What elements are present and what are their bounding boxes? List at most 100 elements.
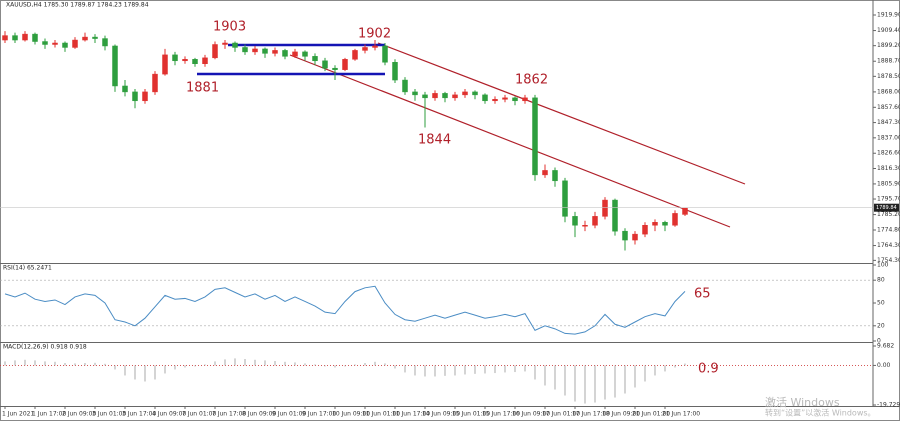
macd-bar	[474, 365, 476, 374]
candle-body	[152, 73, 158, 93]
candle-body	[52, 42, 58, 45]
macd-bar	[494, 365, 496, 374]
y-tick-label: 1878.50	[877, 73, 900, 80]
y-tick-label: 1837.00	[877, 134, 900, 141]
macd-bar	[524, 365, 526, 372]
macd-bar	[414, 365, 416, 376]
macd-bar	[664, 365, 666, 372]
candle-body	[562, 180, 568, 217]
watermark: 激活 Windows	[765, 395, 840, 409]
candle-body	[82, 36, 88, 41]
macd-bar	[444, 365, 446, 376]
macd-bar	[244, 359, 246, 366]
candle-body	[352, 50, 358, 60]
macd-bar	[634, 365, 636, 388]
candle-body	[552, 170, 558, 182]
x-tick-label: 7 Jun 17:00	[212, 411, 246, 418]
candle-body	[292, 51, 298, 57]
candle-body	[362, 47, 368, 51]
candle-body	[612, 199, 618, 232]
macd-bar	[354, 364, 356, 366]
y-tick-label: 1754.30	[877, 257, 900, 264]
macd-bar	[54, 361, 56, 366]
macd-bar	[574, 365, 576, 402]
candle-body	[92, 36, 98, 39]
candle-body	[122, 85, 128, 93]
candle-body	[232, 42, 238, 48]
candle-body	[162, 54, 168, 75]
macd-bar	[544, 365, 546, 386]
x-tick-label: 9 Jun 17:00	[302, 411, 336, 418]
macd-bar	[464, 365, 466, 375]
candle-body	[642, 225, 648, 235]
macd-bar	[554, 365, 556, 390]
macd-bar	[654, 365, 656, 376]
y-tick-label: 1774.80	[877, 226, 900, 233]
macd-bar	[304, 363, 306, 366]
macd-bar	[194, 365, 196, 367]
rsi-title: RSI(14) 65.2471	[3, 265, 52, 272]
candle-body	[112, 45, 118, 87]
x-tick-label: 11 Jun 17:00	[392, 411, 430, 418]
candle-body	[322, 60, 328, 69]
candle-body	[42, 41, 48, 45]
candle-body	[272, 50, 278, 54]
y-tick-label: 1899.20	[877, 42, 900, 49]
candle-body	[242, 47, 248, 53]
candle-body	[632, 233, 638, 241]
candle-body	[12, 35, 18, 41]
x-tick-label: 8 Jun 09:00	[242, 411, 276, 418]
candle-body	[482, 94, 488, 102]
price-annotation: 1862	[515, 73, 548, 88]
y-tick-label: 50	[877, 300, 885, 307]
candle-body	[382, 45, 388, 63]
macd-bar	[134, 365, 136, 380]
macd-bar	[114, 365, 116, 370]
y-tick-label: -19.729	[877, 402, 900, 409]
candle-body	[72, 39, 78, 48]
y-tick-label: 1868.00	[877, 88, 900, 95]
x-tick-label: 14 Jun 09:00	[422, 411, 460, 418]
candle-body	[132, 91, 138, 102]
candle-body	[402, 79, 408, 93]
macd-bar	[604, 365, 606, 400]
macd-bar	[624, 365, 626, 394]
macd-bar	[74, 363, 76, 366]
x-tick-label: 1 Jun 2021	[2, 411, 34, 418]
x-tick-label: 9 Jun 01:00	[272, 411, 306, 418]
x-tick-label: 21 Jun 01:00	[632, 411, 670, 418]
candle-body	[312, 56, 318, 62]
macd-bar	[224, 359, 226, 366]
candle-body	[442, 93, 448, 99]
macd-bar	[184, 365, 186, 368]
macd-bar	[534, 365, 536, 380]
macd-bar	[514, 365, 516, 373]
macd-bar	[284, 361, 286, 366]
candle-body	[662, 222, 668, 226]
macd-bar	[484, 365, 486, 374]
macd-bar	[174, 365, 176, 370]
y-tick-label: 80	[877, 277, 885, 284]
y-tick-label: 1919.90	[877, 12, 900, 19]
candle-body	[62, 42, 68, 48]
macd-bar	[84, 363, 86, 366]
candle-body	[582, 225, 588, 227]
macd-bar	[644, 365, 646, 382]
x-tick-label: 7 Jun 01:00	[182, 411, 216, 418]
y-tick-label: 1816.30	[877, 165, 900, 172]
macd-bar	[104, 363, 106, 366]
candle-body	[372, 45, 378, 48]
x-tick-label: 21 Jun 17:00	[662, 411, 700, 418]
candle-body	[672, 213, 678, 226]
candle-body	[572, 216, 578, 226]
price-annotation: 1881	[186, 81, 219, 96]
candle-body	[172, 54, 178, 62]
y-tick-label: 1888.70	[877, 58, 900, 65]
macd-bar	[24, 359, 26, 366]
macd-bar	[94, 362, 96, 366]
candle-body	[302, 51, 308, 57]
macd-bar	[454, 365, 456, 376]
y-tick-label: 1847.30	[877, 119, 900, 126]
macd-bar	[214, 361, 216, 366]
